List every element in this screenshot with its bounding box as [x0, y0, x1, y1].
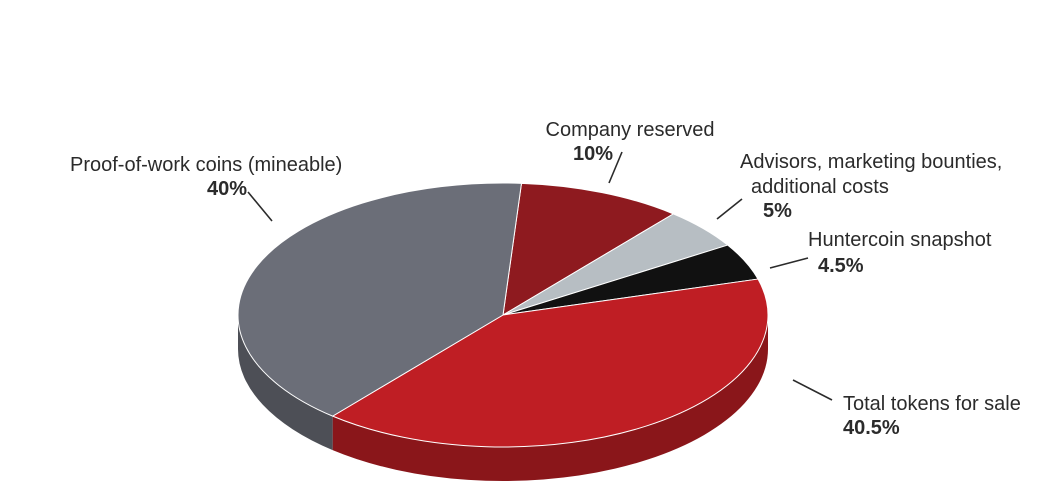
- label-proof-of-work-value: 40%: [207, 178, 247, 200]
- leader-line-total-tokens: [792, 379, 833, 401]
- leader-line-company-reserved: [608, 151, 623, 184]
- label-advisors: Advisors, marketing bounties, additional…: [740, 151, 1002, 222]
- label-company-reserved: Company reserved 10%: [546, 119, 715, 165]
- label-advisors-value: 5%: [763, 200, 792, 222]
- label-proof-of-work: Proof-of-work coins (mineable) 40%: [70, 154, 342, 200]
- pie-side-proof-of-work-coins-mineable: [238, 315, 333, 451]
- label-huntercoin-name: Huntercoin snapshot: [808, 229, 992, 251]
- label-proof-of-work-name: Proof-of-work coins (mineable): [70, 154, 342, 176]
- leader-line-proof-of-work: [247, 191, 273, 222]
- label-total-tokens-value: 40.5%: [843, 417, 900, 439]
- leader-line-huntercoin: [769, 257, 809, 269]
- pie-slice-total-tokens-for-sale: [332, 278, 769, 448]
- label-advisors-name-line1: Advisors, marketing bounties,: [740, 151, 1002, 173]
- pie-sides: [238, 315, 768, 481]
- label-total-tokens-name: Total tokens for sale: [843, 393, 1021, 415]
- label-huntercoin: Huntercoin snapshot 4.5%: [808, 229, 992, 277]
- pie-side-total-tokens-for-sale: [332, 315, 768, 481]
- label-huntercoin-value: 4.5%: [818, 255, 864, 277]
- label-company-reserved-value: 10%: [573, 143, 613, 165]
- label-total-tokens: Total tokens for sale 40.5%: [843, 393, 1021, 439]
- pie-slice-proof-of-work-coins-mineable: [237, 182, 522, 417]
- pie-slices: [237, 182, 769, 448]
- label-company-reserved-name: Company reserved: [546, 119, 715, 141]
- pie-slice-company-reserved: [502, 182, 674, 316]
- leader-line-advisors: [716, 198, 743, 220]
- label-advisors-name-line2: additional costs: [751, 176, 889, 198]
